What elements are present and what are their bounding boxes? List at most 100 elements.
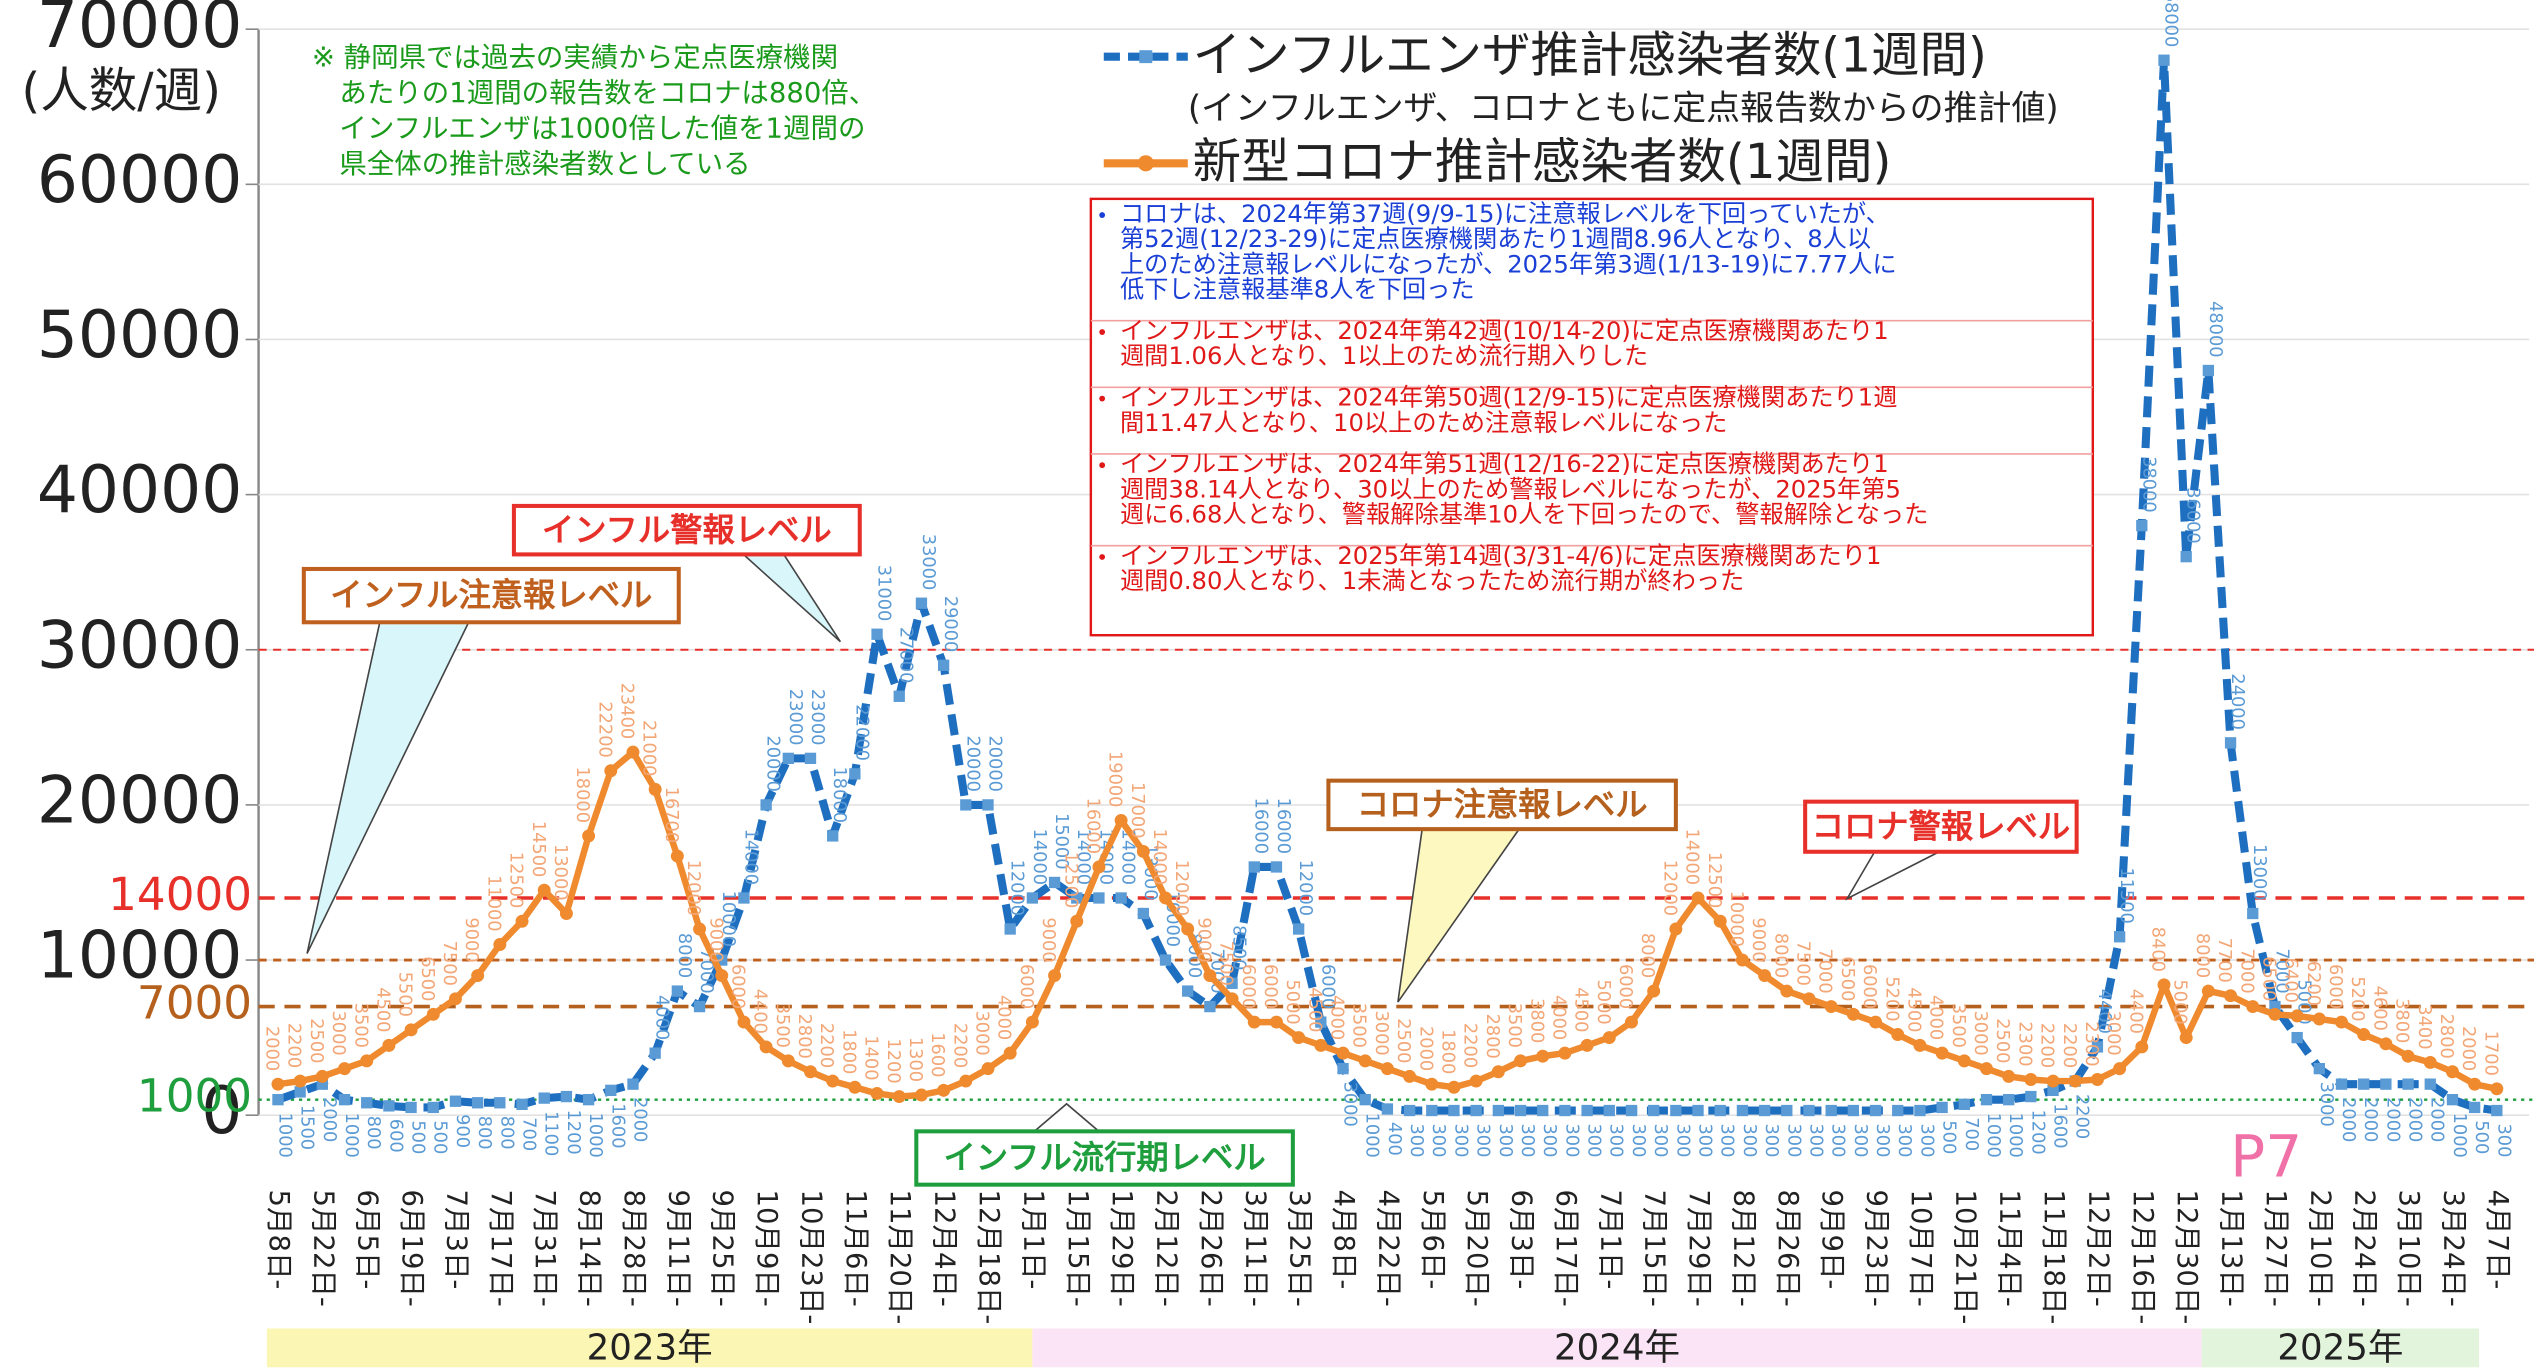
- data-point: [1669, 922, 1683, 936]
- x-tick-label: 1月13日-: [2216, 1190, 2247, 1307]
- year-label: 2025年: [2277, 1328, 2403, 1369]
- data-point: [1182, 985, 1194, 997]
- data-label: 2000: [2360, 1097, 2380, 1142]
- data-label: 4500: [1903, 987, 1923, 1032]
- data-label: 2000: [2458, 1026, 2478, 1071]
- data-point: [1092, 860, 1106, 874]
- data-label: 1000: [341, 1113, 361, 1158]
- data-label: 300: [1406, 1123, 1426, 1157]
- data-point: [582, 1094, 595, 1106]
- data-point: [870, 1086, 884, 1100]
- data-label: 6500: [417, 956, 437, 1001]
- data-label: 7500: [1793, 941, 1813, 986]
- data-point: [2312, 1012, 2326, 1026]
- data-point: [1025, 1015, 1039, 1029]
- data-point: [1003, 1046, 1017, 1060]
- x-tick-label: 2月24日-: [2349, 1190, 2380, 1307]
- data-label: 500: [2471, 1120, 2491, 1154]
- data-label: 2200: [284, 1023, 304, 1068]
- x-tick-label: 10月7日-: [1905, 1190, 1936, 1307]
- data-point: [1115, 892, 1127, 904]
- data-label: 2800: [794, 1014, 814, 1059]
- data-point: [1735, 953, 1749, 967]
- data-point: [2490, 1082, 2504, 1096]
- data-point: [2468, 1077, 2482, 1091]
- data-point: [1713, 914, 1727, 928]
- data-point: [2046, 1074, 2060, 1088]
- data-point: [1980, 1094, 1993, 1106]
- data-point: [937, 1083, 951, 1097]
- data-label: 6400: [2281, 958, 2301, 1003]
- x-tick-label: 8月26日-: [1772, 1190, 1803, 1307]
- data-point: [449, 1095, 462, 1107]
- data-label: 2200: [1460, 1023, 1480, 1068]
- data-label: 4500: [372, 987, 392, 1032]
- x-tick-label: 12月2日-: [2082, 1190, 2113, 1307]
- data-label: 6000: [1260, 964, 1280, 1009]
- data-label: 3500: [350, 1003, 370, 1048]
- data-point: [1603, 1104, 1615, 1117]
- x-tick-label: 11月20日-: [884, 1190, 915, 1325]
- data-label: 1700: [2480, 1031, 2500, 1076]
- data-label: 3000: [1339, 1082, 1359, 1127]
- data-point: [2224, 989, 2238, 1003]
- data-point: [827, 830, 839, 842]
- data-label: 2300: [2014, 1021, 2034, 1066]
- data-point: [1625, 1104, 1638, 1117]
- data-point: [1026, 892, 1039, 904]
- data-point: [2047, 1084, 2059, 1097]
- data-point: [2091, 1041, 2104, 1053]
- data-point: [1292, 1031, 1306, 1045]
- data-label: 4500: [1304, 987, 1324, 1032]
- data-point: [2202, 364, 2215, 377]
- data-label: 16000: [1251, 798, 1271, 855]
- annotation-bullet: [1099, 395, 1106, 402]
- data-label: 20000: [763, 735, 783, 792]
- callout-label: コロナ警報レベル: [1812, 807, 2071, 845]
- data-point: [693, 922, 707, 936]
- data-label: 16000: [1082, 798, 1102, 855]
- data-label: 2000: [1415, 1026, 1435, 1071]
- data-point: [915, 597, 928, 609]
- legend-label: 新型コロナ推計感染者数(1週間): [1193, 134, 1892, 190]
- data-point: [2157, 978, 2171, 992]
- data-point: [1647, 984, 1661, 998]
- data-label: 27000: [896, 627, 916, 684]
- data-label: 300: [1672, 1123, 1692, 1157]
- data-label: 1300: [905, 1037, 925, 1082]
- note-line: インフルエンザは1000倍した値を1週間の: [339, 113, 865, 144]
- data-point: [1692, 1104, 1704, 1117]
- data-point: [2068, 1074, 2082, 1088]
- data-label: 2800: [2436, 1014, 2456, 1059]
- data-point: [2358, 1078, 2370, 1090]
- data-label: 2300: [2081, 1021, 2101, 1066]
- x-tick-label: 9月11日-: [662, 1190, 693, 1307]
- x-tick-label: 11月4日-: [1994, 1190, 2025, 1307]
- callout-box: [301, 566, 681, 625]
- data-point: [1048, 969, 1062, 983]
- x-tick-label: 6月3日-: [1506, 1190, 1537, 1290]
- callout-pointer: [741, 553, 842, 643]
- data-point: [1403, 1104, 1416, 1117]
- data-point: [1071, 892, 1083, 904]
- data-point: [2401, 1049, 2415, 1063]
- data-label: 1500: [297, 1105, 317, 1150]
- data-label: 6000: [1016, 964, 1036, 1009]
- data-label: 2000: [262, 1026, 282, 1071]
- data-label: 2500: [306, 1018, 326, 1063]
- x-tick-label: 5月8日-: [263, 1190, 294, 1290]
- data-point: [1581, 1104, 1593, 1117]
- data-label: 300: [1828, 1123, 1848, 1157]
- data-point: [405, 1101, 417, 1114]
- x-tick-label: 10月9日-: [751, 1190, 782, 1307]
- callout-box: [511, 503, 862, 557]
- data-label: 12500: [1060, 852, 1080, 909]
- data-label: 9000: [1748, 917, 1768, 962]
- data-label: 2200: [816, 1023, 836, 1068]
- x-tick-label: 8月28日-: [618, 1190, 649, 1307]
- data-point: [1359, 1094, 1371, 1106]
- data-label: 2200: [2072, 1094, 2092, 1139]
- data-point: [382, 1038, 396, 1052]
- data-point: [360, 1054, 374, 1068]
- annotation-bullet: [1099, 212, 1106, 218]
